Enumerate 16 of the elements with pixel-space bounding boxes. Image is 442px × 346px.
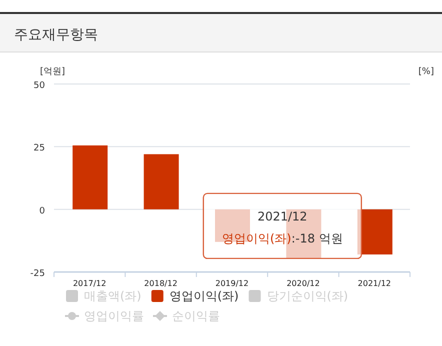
x-tick-label: 2018/12 (144, 279, 178, 288)
y-tick-label: 50 (34, 81, 46, 91)
annotation: 영업이익(좌):-18 억원 (222, 231, 343, 246)
chart-title: 주요재무항목 (14, 27, 98, 43)
y-tick-label: 25 (34, 144, 45, 154)
x-tick-label: 2021/12 (358, 279, 392, 288)
annotation: 2021/12 (257, 209, 308, 224)
y-axis-title: [억원] (40, 67, 66, 77)
y2-axis-title: [%] (418, 67, 434, 77)
y-tick-label: -25 (30, 269, 45, 279)
x-tick-label: 2020/12 (286, 279, 320, 288)
y-tick-label: 0 (39, 206, 46, 216)
x-tick-label: 2019/12 (215, 279, 249, 288)
legend-label: 영업이익(좌) (169, 289, 239, 303)
x-tick-label: 2017/12 (72, 279, 106, 288)
tooltip: 2021/12 영업이익(좌):-18 억원 (202, 192, 362, 260)
